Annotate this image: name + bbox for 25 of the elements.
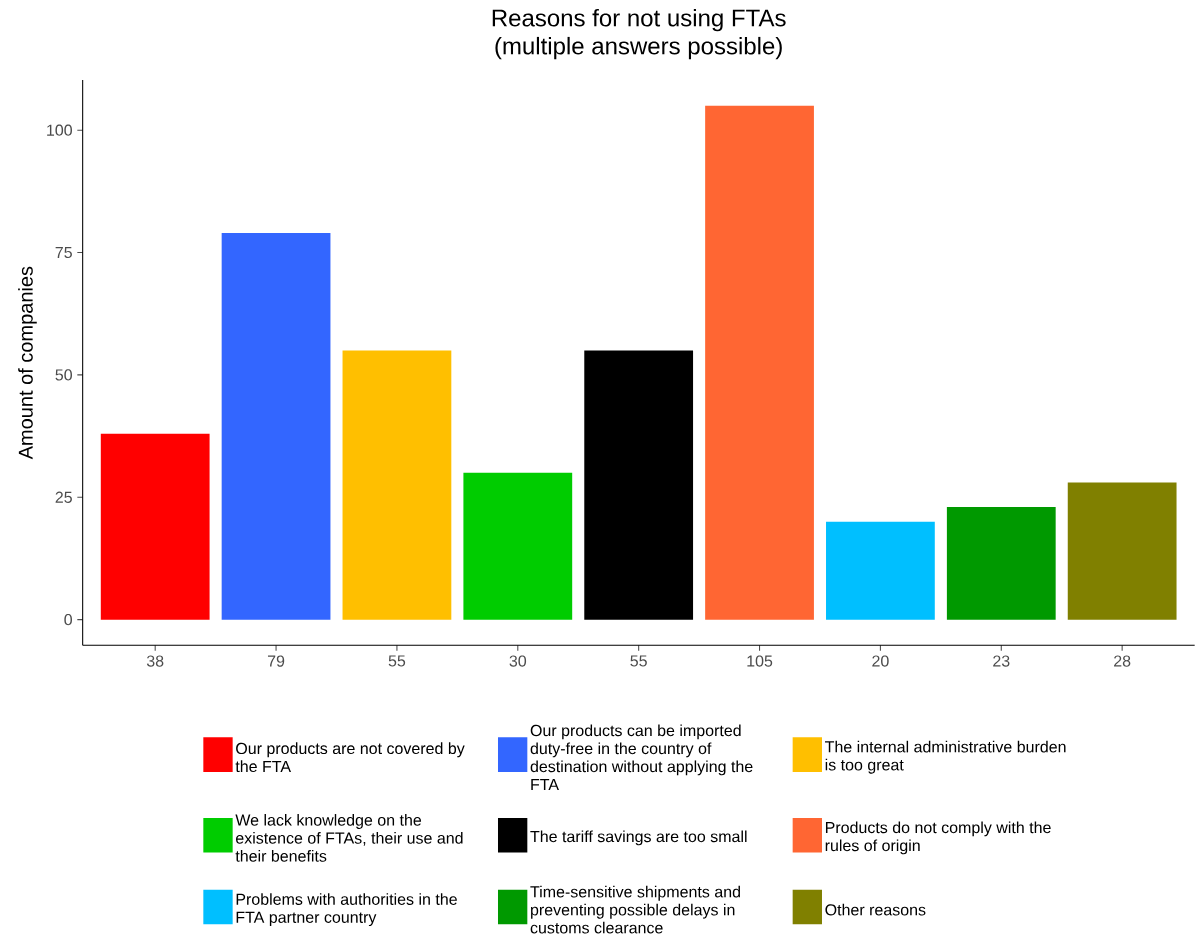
legend-label: The internal administrative burden is too great: [825, 740, 1066, 774]
y-tick-label: 100: [47, 124, 72, 136]
y-tick-label: 50: [55, 369, 72, 381]
legend-label: The tariff savings are too small: [530, 830, 747, 846]
x-tick-label: 23: [993, 655, 1010, 667]
legend-label: Problems with authorities in the FTA partner country: [236, 893, 457, 927]
x-tick-label: 28: [1114, 655, 1131, 667]
legend-label: Other reasons: [825, 903, 926, 916]
x-tick-label: 105: [747, 655, 773, 667]
x-tick-label: 55: [630, 655, 647, 667]
y-tick-label: 25: [55, 491, 72, 503]
x-tick-label: 79: [267, 655, 285, 667]
legend-label: We lack knowledge on the existence of FTAs, their use and their benefits: [235, 814, 463, 862]
y-tick-label: 75: [55, 246, 72, 259]
legend-label: Products do not comply with the rules of origin: [825, 821, 1051, 855]
chart-title: Reasons for not using FTAs (multiple answers possible): [492, 8, 786, 60]
x-tick-label: 30: [509, 655, 527, 667]
x-tick-label: 20: [872, 655, 889, 667]
legend-label: Time-sensitive shipments and preventing possible delays in customs clearance: [530, 885, 740, 934]
legend-label: Our products are not covered by the FTA: [235, 742, 465, 773]
y-tick-label: 0: [64, 613, 72, 626]
y-axis-title: Amount of companies: [18, 266, 37, 460]
legend-label: Our products can be imported duty-free in the country of destination without applying the FTA: [530, 724, 753, 791]
x-tick-label: 38: [146, 655, 164, 667]
x-tick-label: 55: [388, 655, 406, 667]
